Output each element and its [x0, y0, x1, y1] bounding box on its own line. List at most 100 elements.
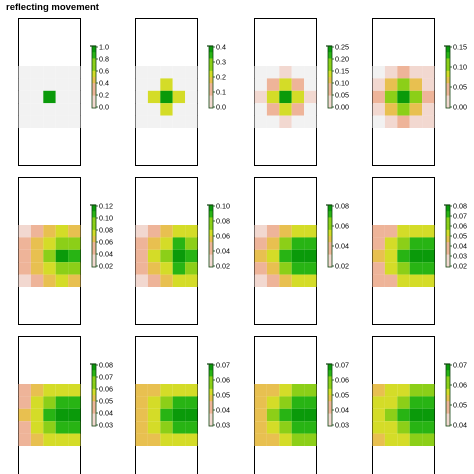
- heatmap-cell: [291, 421, 305, 434]
- heatmap-cell: [409, 78, 423, 91]
- heatmap-cell: [55, 421, 69, 434]
- legend-segment: [209, 364, 213, 371]
- legend-segment: [328, 77, 332, 84]
- legend-segment: [92, 101, 96, 109]
- legend-tick-label: 0.04: [99, 250, 113, 259]
- heatmap-cell: [55, 78, 69, 91]
- heatmap-cell: [372, 66, 385, 79]
- heatmap-cell: [266, 78, 280, 91]
- legend-tick-label: 0.04: [453, 421, 467, 430]
- legend-segment: [209, 248, 213, 255]
- legend-segment: [328, 89, 332, 96]
- heatmap-cell: [397, 433, 410, 446]
- legend-segment: [446, 260, 450, 268]
- legend-segment: [92, 205, 96, 212]
- legend-segment: [446, 52, 450, 59]
- heatmap-cell: [172, 249, 186, 263]
- heatmap-cell: [68, 103, 81, 116]
- legend-segment: [209, 382, 213, 390]
- heatmap-cell: [291, 274, 305, 287]
- legend-segment: [446, 229, 450, 237]
- heatmap-cell: [422, 262, 435, 275]
- heatmap-cell: [279, 90, 292, 104]
- heatmap-cell: [422, 396, 435, 409]
- heatmap-cell: [43, 103, 56, 116]
- heatmap-cell: [266, 396, 280, 409]
- heatmap-cell: [160, 237, 173, 250]
- heatmap-cell: [254, 384, 267, 397]
- legend-segment: [446, 388, 450, 396]
- heatmap-cell: [18, 78, 31, 91]
- legend-tick-label: 0.20: [335, 55, 349, 64]
- heatmap-cell: [135, 78, 148, 91]
- legend-tick-label: 0.00: [453, 103, 467, 112]
- heatmap-cell: [422, 90, 435, 104]
- heatmap-cell: [397, 384, 410, 397]
- legend-segment: [328, 46, 332, 53]
- legend-segment: [209, 95, 213, 103]
- legend-segment: [209, 254, 213, 262]
- heatmap-cell: [30, 421, 44, 434]
- legend-tick-label: 1.0: [99, 43, 109, 52]
- heatmap-cell: [55, 66, 69, 79]
- legend-segment: [209, 223, 213, 231]
- legend-tick-label: 0.3: [216, 58, 226, 67]
- legend-segment: [446, 236, 450, 243]
- legend-tick-label: 0.15: [335, 67, 349, 76]
- heatmap-cell: [55, 384, 69, 397]
- heatmap-cell: [422, 237, 435, 250]
- heatmap-cell: [291, 237, 305, 250]
- heatmap-cell: [409, 396, 423, 409]
- heatmap-cell: [18, 396, 31, 409]
- panel-2: 0.4 0.3 0.2 0.1 0.0: [135, 18, 226, 166]
- heatmap-cell: [68, 262, 81, 275]
- heatmap-cell: [291, 225, 305, 238]
- heatmap-cell: [372, 274, 385, 287]
- legend-segment: [92, 401, 96, 408]
- heatmap-cell: [43, 78, 56, 91]
- legend-segment: [328, 254, 332, 262]
- heatmap-cell: [304, 78, 317, 91]
- heatmap-cell: [172, 262, 186, 275]
- heatmap-cell: [135, 66, 148, 79]
- heatmap-cell: [172, 90, 186, 104]
- heatmap-cell: [185, 237, 198, 250]
- heatmap-cell: [384, 408, 398, 422]
- legend-tick-label: 0.04: [216, 406, 230, 415]
- legend-tick-label: 0.06: [335, 376, 349, 385]
- legend-segment: [209, 260, 213, 268]
- heatmap-cell: [409, 262, 423, 275]
- heatmap-cell: [409, 90, 423, 104]
- legend-segment: [92, 70, 96, 78]
- heatmap-cell: [279, 274, 292, 287]
- heatmap-cell: [185, 274, 198, 287]
- legend-segment: [92, 260, 96, 268]
- legend-segment: [446, 70, 450, 78]
- panel-8: 0.080.070.060.050.040.030.02: [372, 177, 467, 325]
- heatmap-cell: [160, 262, 173, 275]
- heatmap-cell: [43, 408, 56, 422]
- legend-segment: [328, 101, 332, 109]
- panel-3: 0.25 0.20 0.15 0.10 0.05 0.00: [254, 18, 349, 166]
- heatmap-cell: [147, 225, 161, 238]
- legend-segment: [446, 401, 450, 408]
- legend-tick-label: 0.05: [453, 83, 467, 92]
- heatmap-cell: [409, 237, 423, 250]
- legend-tick-label: 0.0: [216, 103, 226, 112]
- heatmap-cell: [135, 408, 148, 422]
- heatmap-cell: [147, 115, 161, 128]
- legend-tick-label: 0.02: [216, 262, 230, 271]
- heatmap-cell: [172, 433, 186, 446]
- heatmap-cell: [279, 225, 292, 238]
- heatmap-cell: [18, 66, 31, 79]
- legend-segment: [328, 407, 332, 414]
- legend-tick-label: 0.04: [453, 242, 467, 251]
- panel-5: 0.12 0.10 0.08 0.06 0.04 0.02: [18, 177, 113, 325]
- heatmap-cell: [291, 66, 305, 79]
- legend-tick-label: 0.10: [453, 63, 467, 72]
- heatmap-cell: [254, 66, 267, 79]
- heatmap-cell: [279, 237, 292, 250]
- panel-10: 0.07 0.06 0.05 0.04 0.03: [135, 336, 230, 474]
- heatmap-cell: [372, 421, 385, 434]
- heatmap-cell: [172, 237, 186, 250]
